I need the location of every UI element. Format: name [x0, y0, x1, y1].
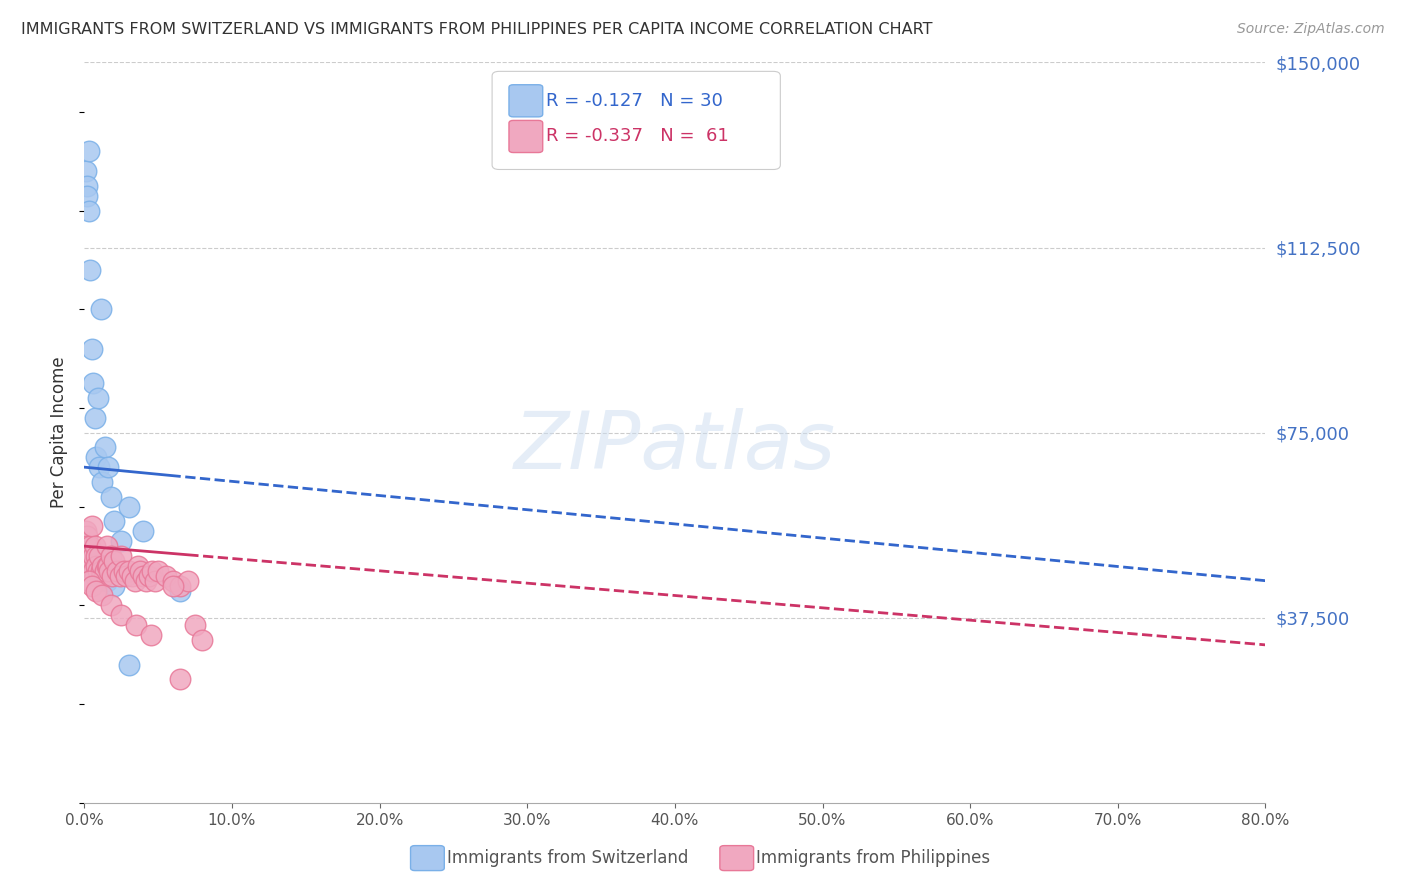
Point [82, 549, 104, 563]
Point [169, 579, 191, 593]
Point [80, 579, 103, 593]
Point [90, 564, 112, 578]
Point [90, 302, 112, 317]
Point [148, 564, 170, 578]
Point [118, 564, 141, 578]
Point [103, 554, 125, 568]
Text: R = -0.127   N = 30: R = -0.127 N = 30 [546, 92, 723, 110]
Point [83, 539, 105, 553]
Point [108, 568, 131, 582]
Point [169, 583, 191, 598]
Point [129, 564, 152, 578]
Point [124, 574, 146, 588]
Point [84, 450, 107, 465]
Text: Source: ZipAtlas.com: Source: ZipAtlas.com [1237, 22, 1385, 37]
Point [84, 583, 107, 598]
Point [89, 460, 111, 475]
Text: Immigrants from Philippines: Immigrants from Philippines [756, 849, 991, 867]
Point [112, 564, 135, 578]
Point [83, 410, 105, 425]
Point [103, 515, 125, 529]
Point [75, 524, 97, 539]
Point [82, 376, 104, 391]
Point [83, 568, 105, 582]
Point [100, 490, 122, 504]
Point [75, 164, 97, 178]
Point [138, 568, 160, 582]
Point [127, 558, 149, 573]
Point [94, 564, 117, 578]
Point [80, 519, 103, 533]
Point [191, 632, 214, 647]
Point [86, 564, 108, 578]
Point [103, 579, 125, 593]
Point [97, 558, 120, 573]
Point [82, 564, 104, 578]
Point [162, 574, 184, 588]
Point [96, 574, 118, 588]
Point [110, 549, 132, 563]
Point [96, 558, 118, 573]
Point [121, 568, 143, 582]
Point [76, 529, 98, 543]
Point [98, 564, 121, 578]
Point [89, 549, 111, 563]
Point [97, 460, 120, 475]
Point [80, 342, 103, 356]
Point [94, 441, 117, 455]
Point [77, 145, 100, 159]
Text: R = -0.337   N =  61: R = -0.337 N = 61 [546, 128, 728, 145]
Point [132, 568, 155, 582]
Point [77, 558, 100, 573]
Point [82, 558, 104, 573]
Point [93, 568, 115, 582]
Point [135, 574, 157, 588]
Point [184, 618, 207, 632]
Point [86, 391, 108, 405]
Point [77, 549, 100, 563]
Point [77, 203, 100, 218]
Point [143, 574, 166, 588]
Point [105, 564, 128, 578]
Point [101, 568, 124, 582]
Point [84, 558, 107, 573]
Point [84, 549, 107, 563]
Point [79, 262, 101, 277]
Point [169, 673, 191, 687]
Point [91, 475, 114, 489]
Point [110, 534, 132, 549]
Point [91, 568, 114, 582]
Y-axis label: Per Capita Income: Per Capita Income [51, 357, 69, 508]
Point [76, 188, 98, 202]
Point [80, 558, 103, 573]
Point [91, 568, 114, 582]
Point [162, 579, 184, 593]
Point [110, 608, 132, 623]
Point [76, 539, 98, 553]
Point [155, 568, 177, 582]
Point [139, 628, 162, 642]
Point [76, 178, 98, 193]
Point [84, 564, 107, 578]
Point [100, 599, 122, 613]
Point [177, 574, 200, 588]
Text: IMMIGRANTS FROM SWITZERLAND VS IMMIGRANTS FROM PHILIPPINES PER CAPITA INCOME COR: IMMIGRANTS FROM SWITZERLAND VS IMMIGRANT… [21, 22, 932, 37]
Point [96, 539, 118, 553]
Point [118, 657, 141, 672]
Point [79, 549, 101, 563]
Point [132, 524, 155, 539]
Point [79, 539, 101, 553]
Point [125, 618, 148, 632]
Point [114, 568, 136, 582]
Point [91, 558, 114, 573]
Point [141, 564, 163, 578]
Point [100, 549, 122, 563]
Point [118, 500, 141, 514]
Point [91, 589, 114, 603]
Text: Immigrants from Switzerland: Immigrants from Switzerland [447, 849, 689, 867]
Point [77, 574, 100, 588]
Point [79, 549, 101, 563]
Text: ZIPatlas: ZIPatlas [513, 409, 837, 486]
Point [89, 568, 111, 582]
